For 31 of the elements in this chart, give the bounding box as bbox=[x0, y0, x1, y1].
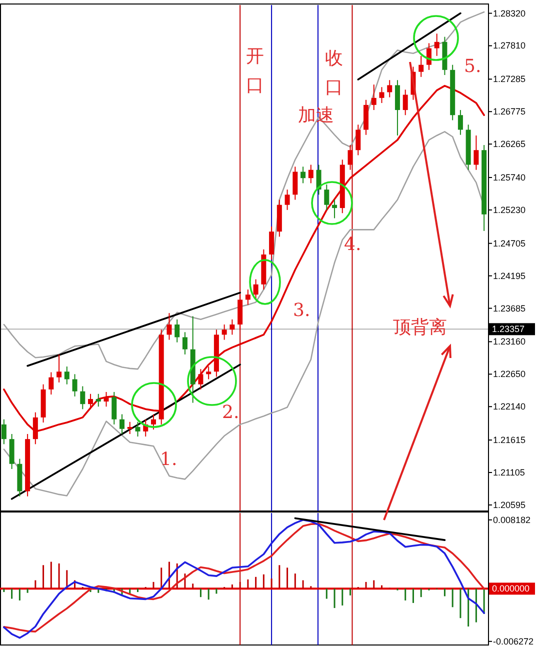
y-tick-label: 0.008182 bbox=[493, 514, 531, 525]
y-tick-label: 1.24195 bbox=[493, 270, 526, 281]
annotation: 收口 bbox=[325, 48, 343, 98]
y-tick-label: 1.27285 bbox=[493, 74, 526, 84]
annotation: 5. bbox=[464, 56, 482, 77]
annotation: 1. bbox=[160, 449, 178, 470]
y-tick-label: 1.22650 bbox=[493, 369, 526, 380]
y-tick-label: 1.21105 bbox=[493, 467, 525, 478]
ref-line-label: 0.000000 bbox=[492, 584, 530, 594]
annotation: 顶背离 bbox=[393, 317, 447, 338]
annotation: 加速 bbox=[298, 105, 334, 126]
y-tick-label: -0.006272 bbox=[493, 636, 534, 646]
price-label: 0.000000 bbox=[489, 582, 535, 595]
y-tick-label: 1.22140 bbox=[493, 402, 526, 412]
y-tick-label: 1.21615 bbox=[493, 435, 526, 446]
y-tick-label: 1.26775 bbox=[493, 106, 526, 117]
y-tick-label: 1.24705 bbox=[493, 238, 526, 248]
y-tick-label: 1.28320 bbox=[493, 8, 526, 18]
price-label: 1.23357 bbox=[489, 323, 535, 336]
line-series bbox=[3, 11, 485, 370]
y-tick-label: 1.27810 bbox=[493, 40, 526, 51]
annotation: 2. bbox=[222, 402, 240, 423]
ref-line-label: 1.23357 bbox=[492, 324, 525, 334]
y-tick-label: 1.23160 bbox=[493, 336, 526, 347]
annotation: 3. bbox=[293, 300, 310, 321]
annotation: 开口 bbox=[246, 46, 264, 96]
y-tick-label: 1.20595 bbox=[493, 500, 526, 510]
y-tick-label: 1.25230 bbox=[493, 204, 526, 215]
y-tick-label: 1.23685 bbox=[493, 303, 526, 314]
y-tick-label: 1.25740 bbox=[493, 172, 526, 182]
y-tick-label: 1.26265 bbox=[493, 139, 526, 150]
